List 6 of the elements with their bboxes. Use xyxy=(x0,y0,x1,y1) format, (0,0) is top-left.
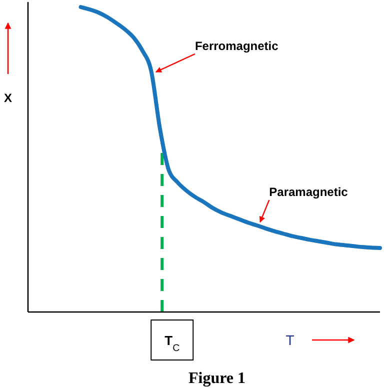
y-axis-title: X xyxy=(4,91,12,105)
text: T$_{C}$ xyxy=(164,333,180,354)
annotation: Ferromagnetic xyxy=(194,38,279,53)
x-axis-title: T xyxy=(286,332,295,348)
annotation: Paramagnetic xyxy=(269,185,348,200)
caption: Figure 1 xyxy=(188,370,246,387)
